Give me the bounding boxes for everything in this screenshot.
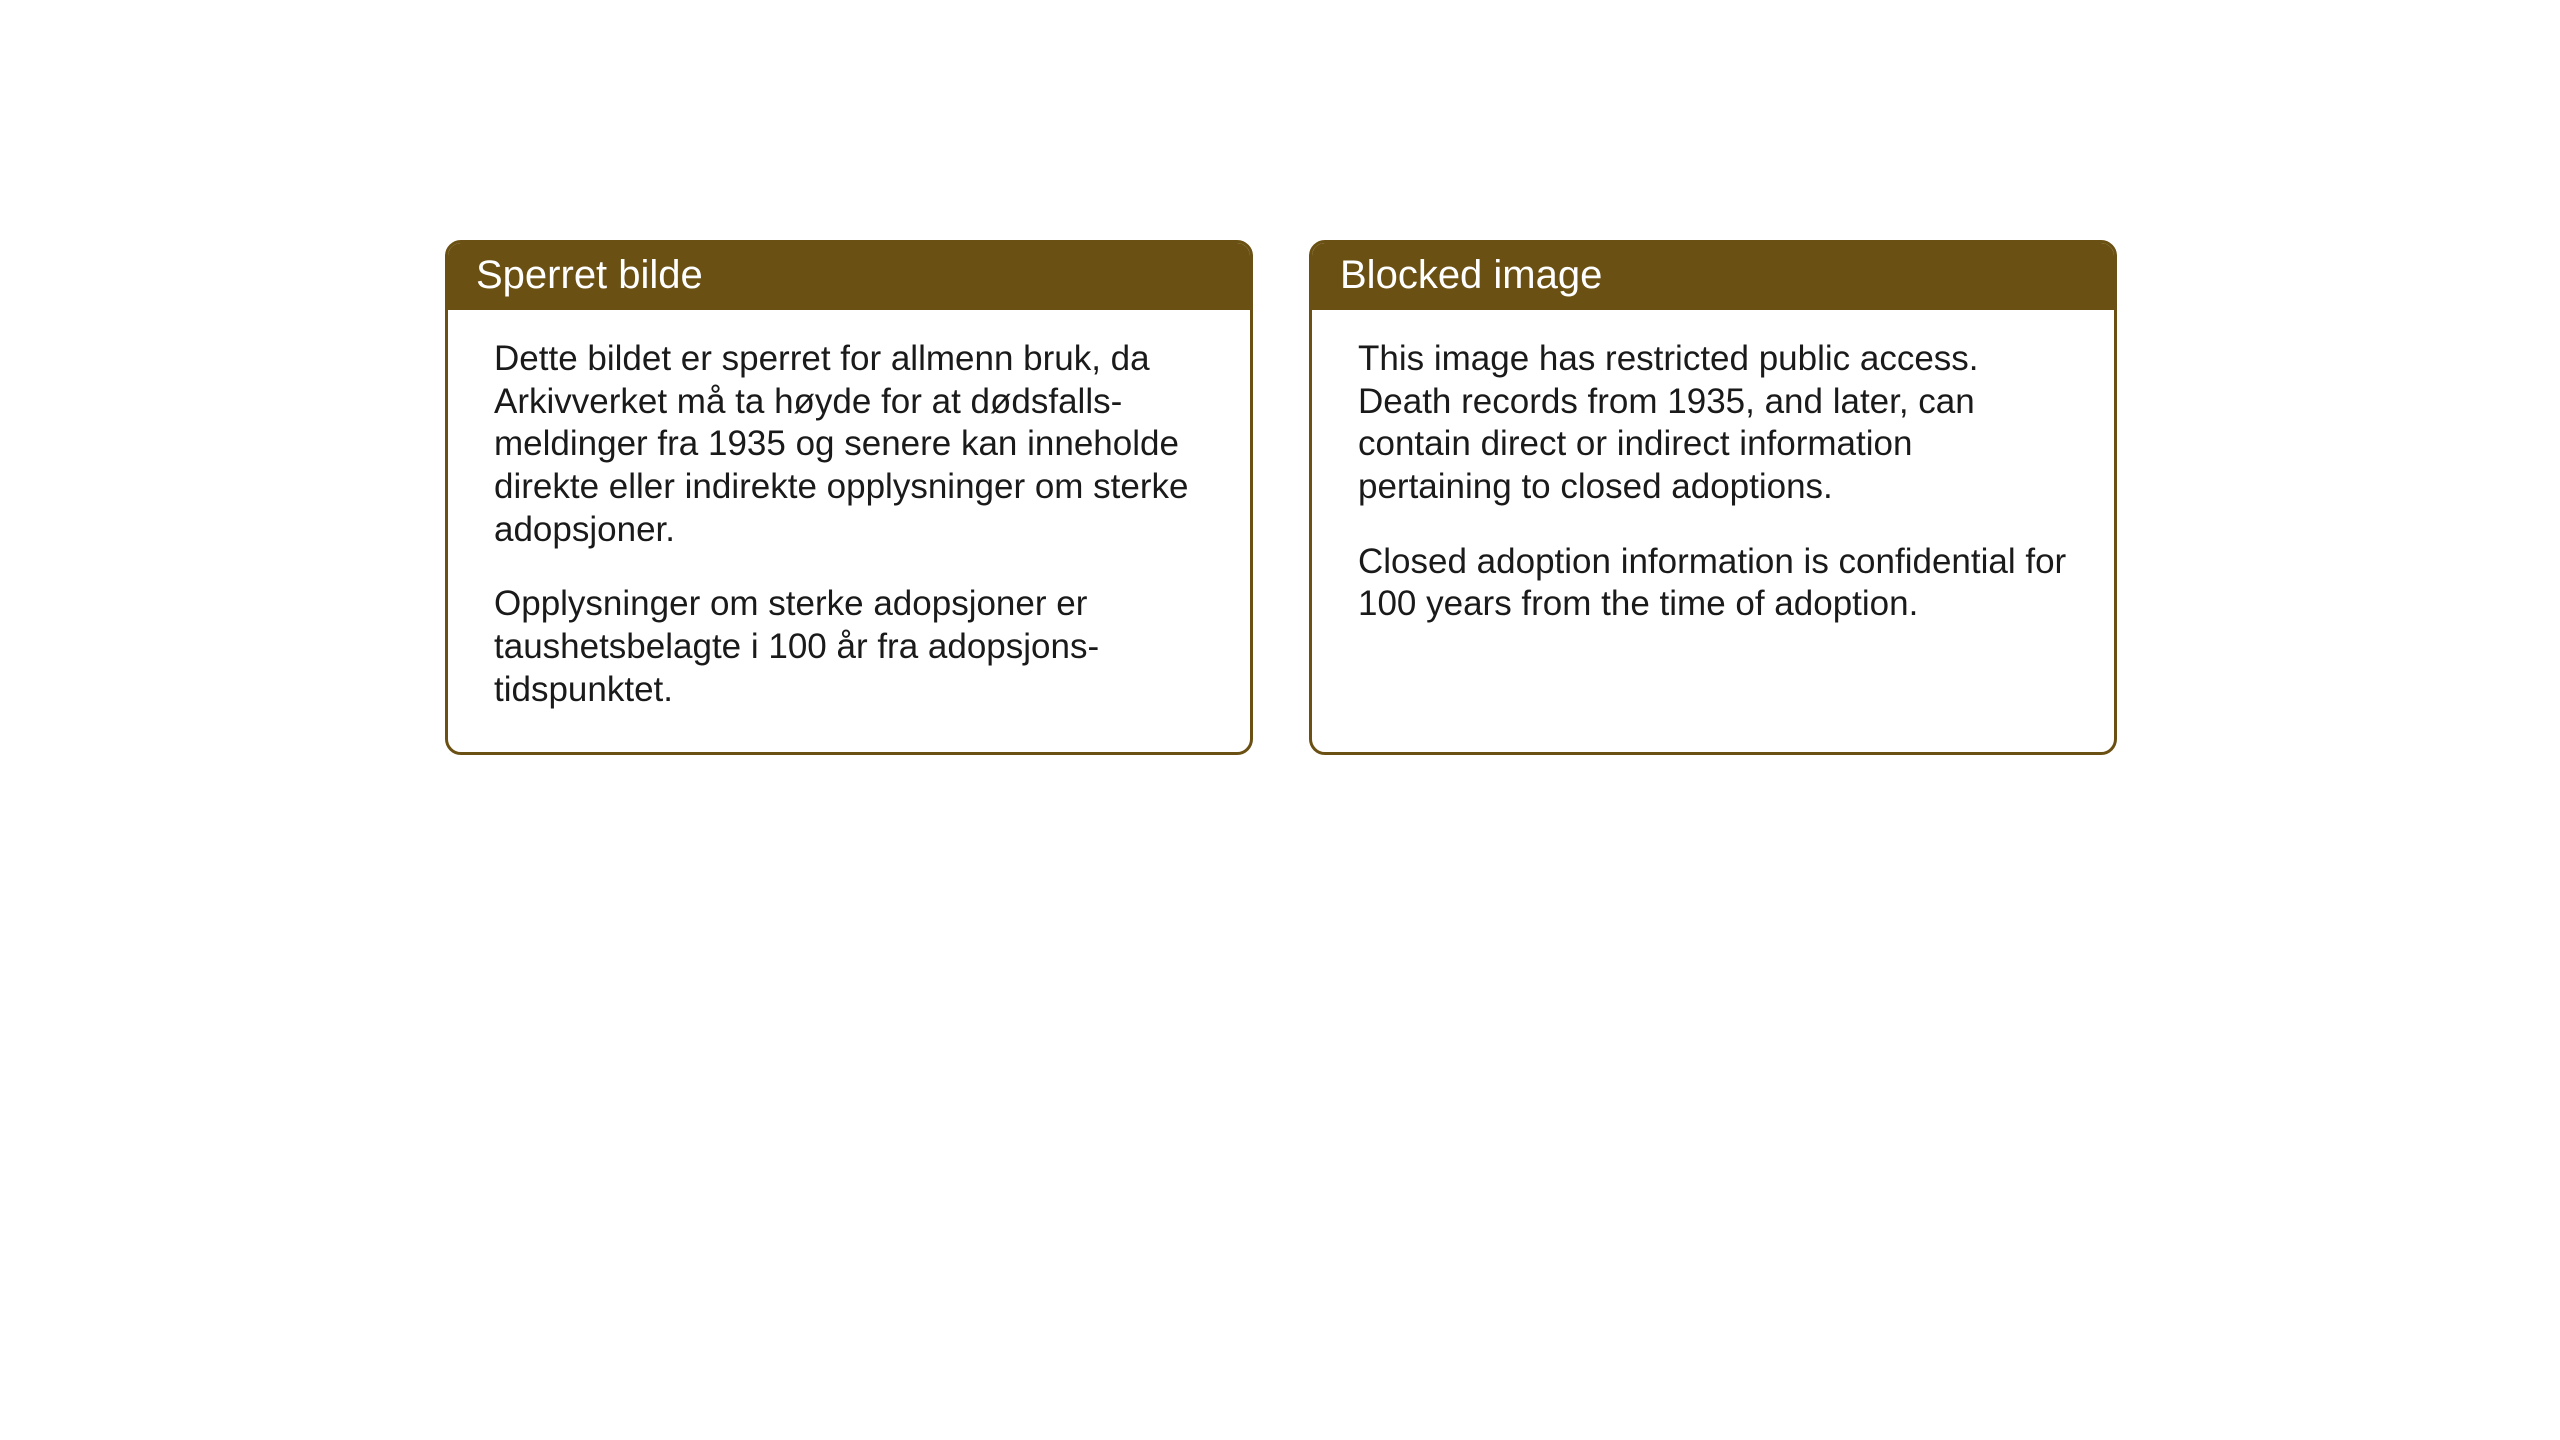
notice-header-norwegian: Sperret bilde bbox=[448, 243, 1250, 310]
notice-title-norwegian: Sperret bilde bbox=[476, 253, 703, 297]
notice-box-english: Blocked image This image has restricted … bbox=[1309, 240, 2117, 755]
notice-paragraph-1-norwegian: Dette bildet er sperret for allmenn bruk… bbox=[494, 338, 1204, 551]
notice-body-english: This image has restricted public access.… bbox=[1312, 310, 2114, 666]
notice-paragraph-2-english: Closed adoption information is confident… bbox=[1358, 541, 2068, 626]
notice-body-norwegian: Dette bildet er sperret for allmenn bruk… bbox=[448, 310, 1250, 752]
notice-title-english: Blocked image bbox=[1340, 253, 1602, 297]
notice-container: Sperret bilde Dette bildet er sperret fo… bbox=[445, 240, 2117, 755]
notice-box-norwegian: Sperret bilde Dette bildet er sperret fo… bbox=[445, 240, 1253, 755]
notice-header-english: Blocked image bbox=[1312, 243, 2114, 310]
notice-paragraph-2-norwegian: Opplysninger om sterke adopsjoner er tau… bbox=[494, 583, 1204, 711]
notice-paragraph-1-english: This image has restricted public access.… bbox=[1358, 338, 2068, 509]
